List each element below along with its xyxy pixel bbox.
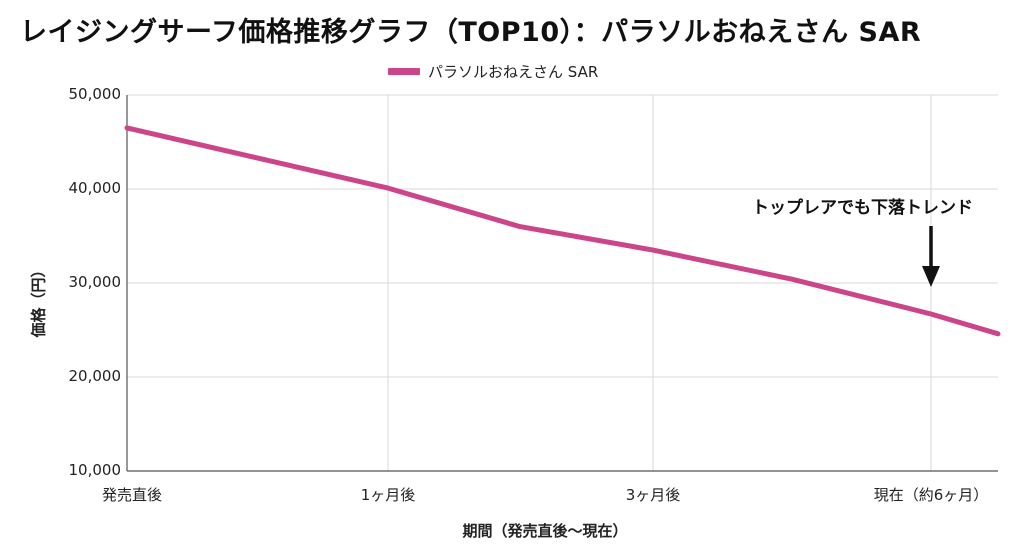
annotation-text: トップレアでも下落トレンド [752, 198, 973, 218]
series-line [124, 125, 1001, 337]
y-axis-label: 価格（円） [29, 262, 48, 338]
x-tick-label: 1ヶ月後 [360, 486, 416, 504]
y-tick-label: 30,000 [68, 273, 122, 291]
x-tick-label: 発売直後 [101, 486, 163, 504]
annotation-arrow [922, 226, 940, 287]
x-tick-label: 3ヶ月後 [625, 486, 681, 504]
y-tick-label: 40,000 [68, 179, 122, 197]
y-tick-label: 20,000 [68, 367, 122, 385]
legend-swatch [388, 68, 420, 75]
axis-lines [126, 95, 998, 472]
x-axis-label: 期間（発売直後〜現在） [462, 522, 628, 540]
chart-title: レイジングサーフ価格推移グラフ（TOP10）：パラソルおねえさん SAR [20, 17, 922, 48]
x-tick-label: 現在（約6ヶ月） [873, 486, 989, 504]
y-tick-label: 50,000 [68, 85, 122, 103]
y-tick-label: 10,000 [68, 461, 122, 479]
legend-label: パラソルおねえさん SAR [428, 63, 599, 81]
gridlines [127, 94, 998, 472]
legend: パラソルおねえさん SAR [388, 61, 598, 82]
